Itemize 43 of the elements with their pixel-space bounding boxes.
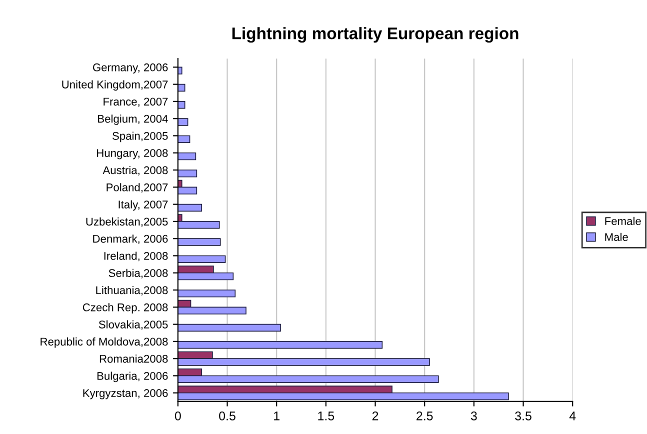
bar	[178, 290, 236, 298]
x-tick-label: 0.5	[219, 412, 236, 420]
y-tick-label: Kyrgyzstan, 2006	[83, 389, 168, 400]
y-tick-label: France, 2007	[104, 98, 168, 107]
y-tick-label: Lithuania,2008	[96, 286, 168, 296]
bar	[178, 238, 221, 246]
x-tick-label: 3	[470, 412, 477, 420]
y-tick-label: Romania2008	[100, 354, 168, 363]
x-tick-label: 3.5	[515, 412, 532, 420]
bar	[178, 255, 226, 264]
bar	[178, 152, 196, 160]
y-tick-label: Italy, 2007	[118, 200, 168, 211]
y-tick-label: Slovakia,2005	[98, 320, 168, 330]
y-tick-label: Serbia,2008	[108, 268, 168, 278]
bar	[178, 204, 202, 212]
x-tick-label: 0	[174, 412, 181, 420]
y-tick-label: Ireland, 2008	[104, 252, 168, 262]
bar	[178, 118, 188, 126]
y-tick-label: Poland,2007	[106, 183, 168, 193]
y-tick-label: Bulgaria, 2006	[97, 372, 168, 382]
chart-title: Lightning mortality European region	[232, 27, 518, 43]
y-tick-label: Hungary, 2008	[97, 149, 168, 160]
bar	[178, 135, 190, 144]
x-tick-label: 1.5	[318, 412, 334, 420]
y-tick-label: Republic of Moldova,2008	[40, 337, 168, 348]
y-tick-label: Uzbekistan,2005	[86, 217, 168, 227]
x-tick-label: 4	[569, 412, 576, 420]
bar	[178, 66, 182, 74]
y-tick-label: Denmark, 2006	[93, 234, 168, 244]
bar	[178, 341, 383, 349]
x-tick-label: 1	[274, 412, 280, 420]
legend-label: Female	[605, 216, 641, 226]
y-tick-label: Belgium, 2004	[98, 114, 168, 125]
bar	[178, 170, 198, 178]
y-tick-label: Czech Rep. 2008	[82, 303, 168, 314]
x-tick-label: 2	[372, 412, 378, 420]
x-tick-label: 2.5	[416, 412, 433, 420]
y-tick-label: Germany, 2006	[93, 63, 168, 74]
y-tick-label: Spain,2005	[112, 132, 168, 142]
bar	[178, 324, 281, 332]
y-tick-label: United Kingdom,2007	[62, 80, 168, 91]
y-tick-label: Austria, 2008	[102, 166, 168, 176]
legend-label: Male	[605, 232, 628, 242]
